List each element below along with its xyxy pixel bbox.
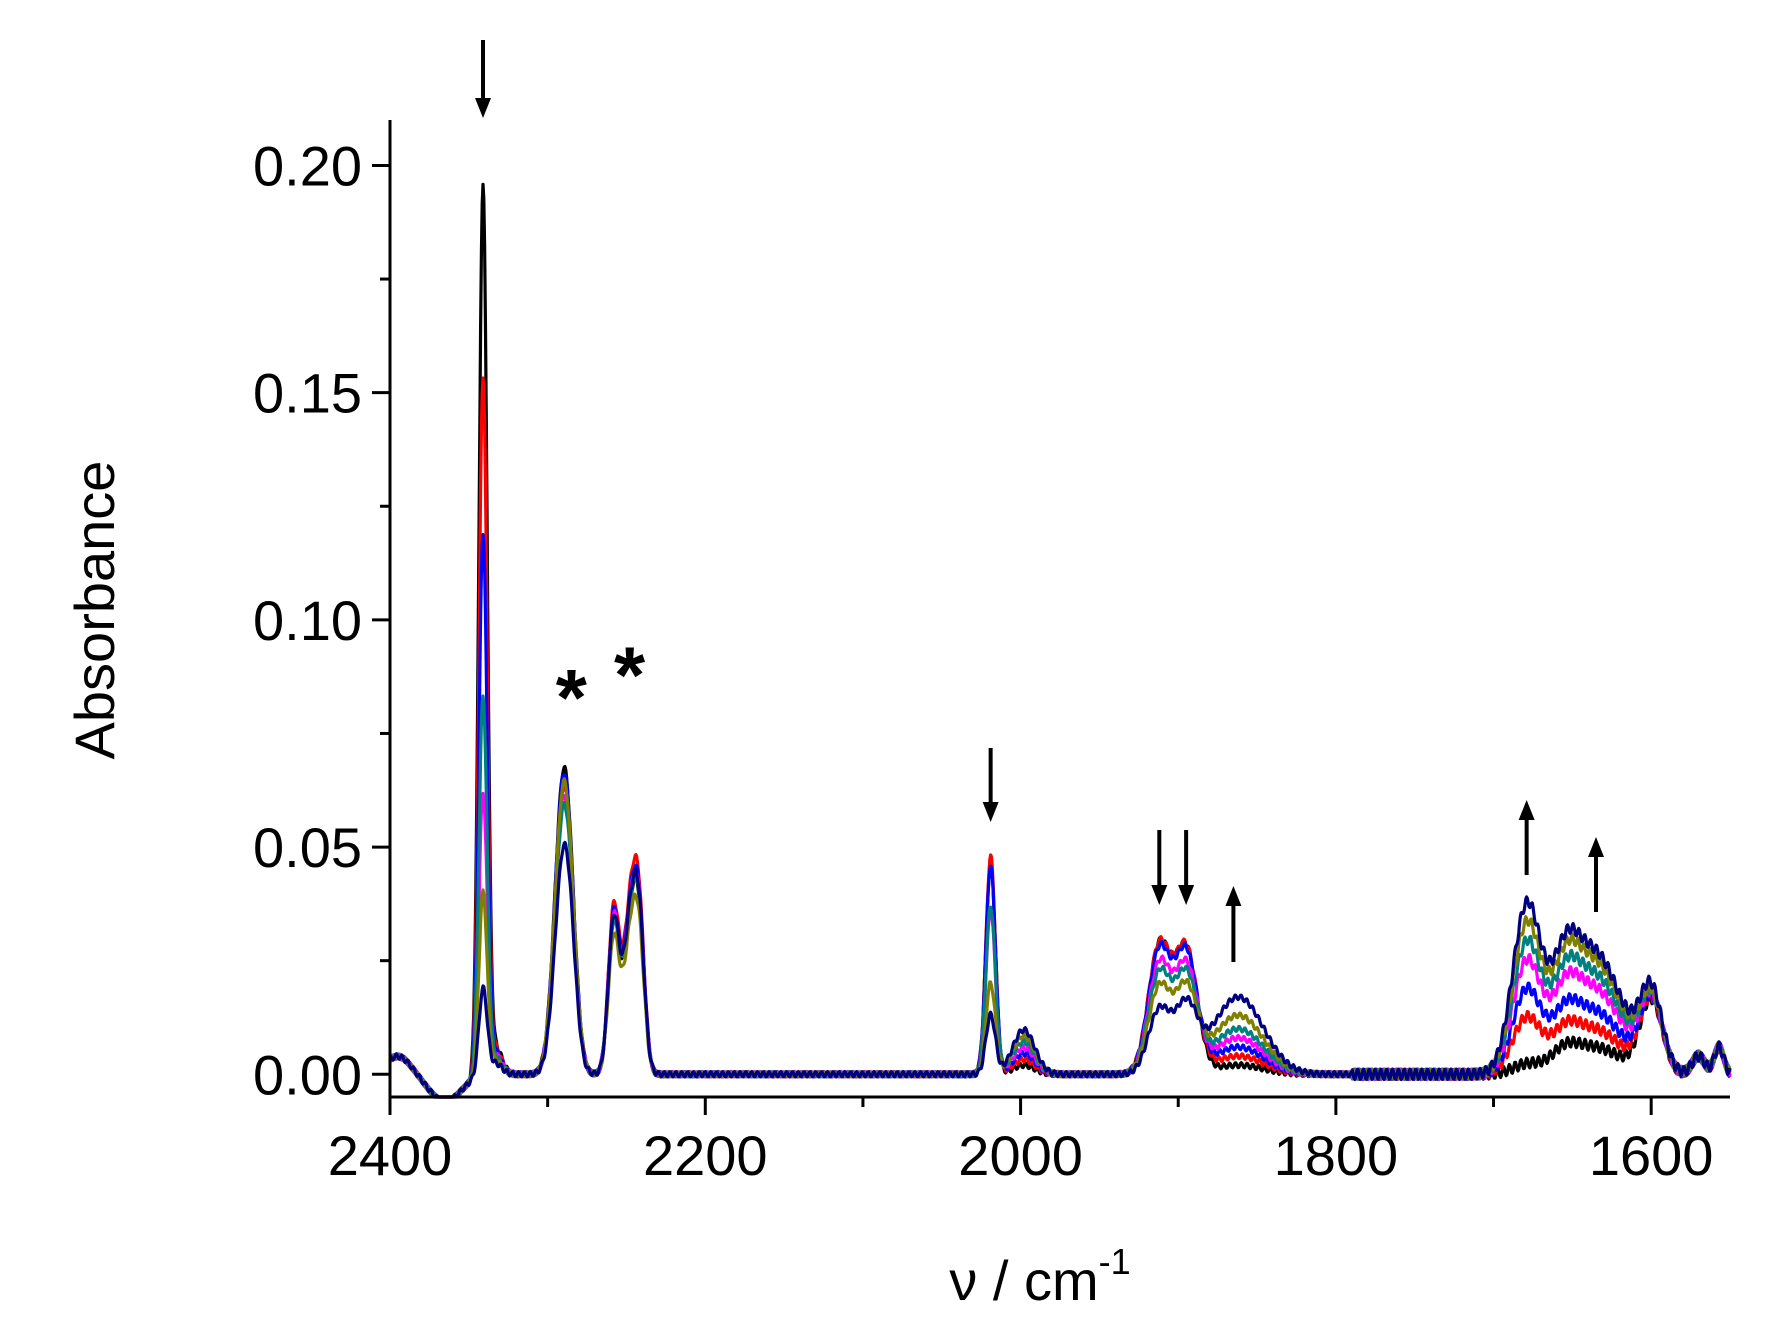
y-tick-label: 0.10 [253, 589, 362, 652]
x-axis-title-superscript: -1 [1099, 1241, 1131, 1282]
y-tick-label: 0.05 [253, 816, 362, 879]
x-axis-title-main: ν / cm [949, 1249, 1098, 1312]
y-tick-label: 0.15 [253, 362, 362, 425]
x-tick-label: 1800 [1274, 1124, 1399, 1187]
up-arrow-1635 [1588, 837, 1604, 912]
x-tick-label: 2200 [643, 1124, 768, 1187]
spectrum-series-7 [389, 840, 1732, 1099]
down-arrow-1912 [1151, 830, 1168, 905]
x-axis-title: ν / cm-1 [949, 1241, 1130, 1312]
labels-layer: 0.00 0.05 0.10 0.15 0.20 2400 2200 2000 1800 1600 [253, 134, 1713, 1187]
y-tick-label: 0.00 [253, 1043, 362, 1106]
up-arrow-1679 [1518, 800, 1535, 875]
series-layer [388, 182, 1732, 1099]
y-axis-title: Absorbance [63, 461, 126, 760]
annotation-layer: * * [475, 40, 1604, 962]
down-arrow-1895 [1178, 830, 1195, 905]
asterisk-annotation-2: * [614, 630, 646, 719]
spectrum-series-5 [388, 694, 1732, 1099]
axes-layer [372, 120, 1730, 1115]
down-arrow-2019 [982, 748, 999, 822]
down-arrow-2341 [475, 40, 492, 118]
x-tick-label: 2000 [958, 1124, 1083, 1187]
y-tick-label: 0.20 [253, 134, 362, 197]
spectrum-series-4 [389, 791, 1732, 1099]
x-tick-label: 1600 [1589, 1124, 1714, 1187]
asterisk-annotation-1: * [556, 653, 588, 742]
x-tick-label: 2400 [328, 1124, 453, 1187]
up-arrow-1865 [1225, 886, 1242, 962]
